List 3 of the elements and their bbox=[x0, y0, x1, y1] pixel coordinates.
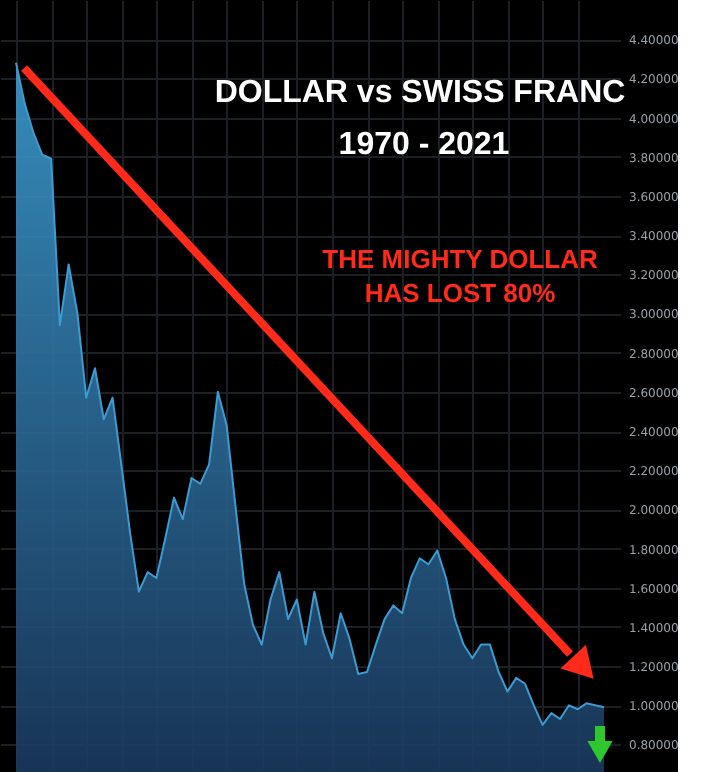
annotation: THE MIGHTY DOLLAR HAS LOST 80% bbox=[322, 244, 599, 308]
text: DOLLAR vs SWISS FRANC bbox=[214, 76, 627, 110]
text: 1970 - 2021 bbox=[338, 128, 510, 162]
